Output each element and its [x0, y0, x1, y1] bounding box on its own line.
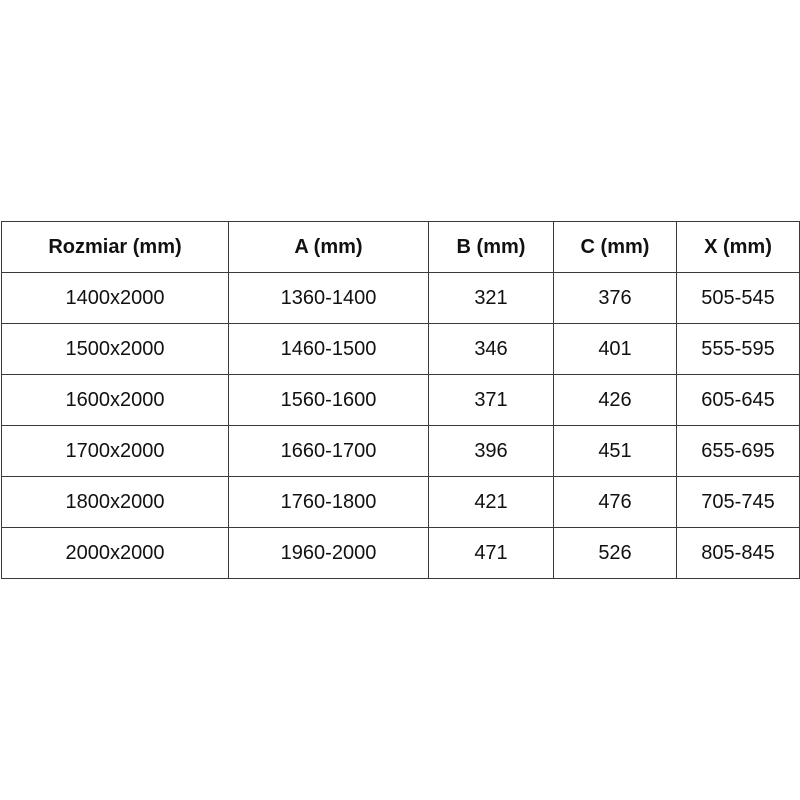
- cell-a: 1560-1600: [228, 374, 429, 426]
- table-row: 1500x2000 1460-1500 346 401 555-595: [1, 323, 800, 375]
- cell-x: 505-545: [676, 272, 800, 324]
- cell-c: 451: [553, 425, 677, 477]
- cell-x: 805-845: [676, 527, 800, 579]
- cell-x: 605-645: [676, 374, 800, 426]
- cell-c: 376: [553, 272, 677, 324]
- header-row: Rozmiar (mm) A (mm) B (mm) C (mm) X (mm): [1, 221, 800, 273]
- table-row: 2000x2000 1960-2000 471 526 805-845: [1, 527, 800, 579]
- cell-size: 1600x2000: [1, 374, 229, 426]
- cell-a: 1760-1800: [228, 476, 429, 528]
- cell-size: 2000x2000: [1, 527, 229, 579]
- cell-a: 1460-1500: [228, 323, 429, 375]
- cell-c: 476: [553, 476, 677, 528]
- cell-c: 526: [553, 527, 677, 579]
- cell-size: 1400x2000: [1, 272, 229, 324]
- cell-b: 396: [428, 425, 554, 477]
- column-header-size: Rozmiar (mm): [1, 221, 229, 273]
- cell-size: 1500x2000: [1, 323, 229, 375]
- table-row: 1400x2000 1360-1400 321 376 505-545: [1, 272, 800, 324]
- column-header-c: C (mm): [553, 221, 677, 273]
- column-header-x: X (mm): [676, 221, 800, 273]
- cell-b: 371: [428, 374, 554, 426]
- table-row: 1600x2000 1560-1600 371 426 605-645: [1, 374, 800, 426]
- cell-a: 1960-2000: [228, 527, 429, 579]
- cell-size: 1700x2000: [1, 425, 229, 477]
- cell-a: 1660-1700: [228, 425, 429, 477]
- cell-b: 321: [428, 272, 554, 324]
- column-header-b: B (mm): [428, 221, 554, 273]
- table-row: 1800x2000 1760-1800 421 476 705-745: [1, 476, 800, 528]
- cell-x: 705-745: [676, 476, 800, 528]
- cell-b: 421: [428, 476, 554, 528]
- table-row: 1700x2000 1660-1700 396 451 655-695: [1, 425, 800, 477]
- cell-b: 346: [428, 323, 554, 375]
- cell-c: 426: [553, 374, 677, 426]
- dimensions-table: Rozmiar (mm) A (mm) B (mm) C (mm) X (mm) 140…: [1, 221, 800, 579]
- cell-c: 401: [553, 323, 677, 375]
- column-header-a: A (mm): [228, 221, 429, 273]
- cell-x: 555-595: [676, 323, 800, 375]
- cell-a: 1360-1400: [228, 272, 429, 324]
- cell-size: 1800x2000: [1, 476, 229, 528]
- cell-x: 655-695: [676, 425, 800, 477]
- cell-b: 471: [428, 527, 554, 579]
